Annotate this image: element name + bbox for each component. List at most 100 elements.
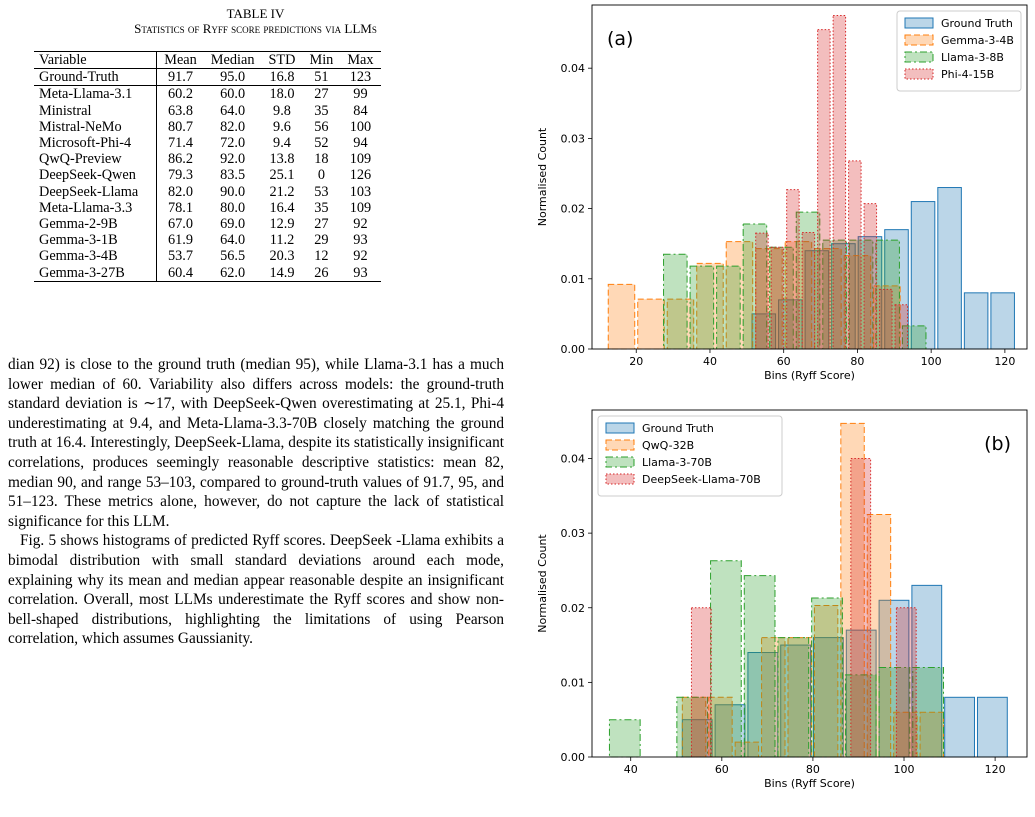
histogram-bar bbox=[879, 288, 893, 350]
value-cell: 91.7 bbox=[168, 69, 194, 86]
variable-cell: Gemma-2-9B bbox=[34, 216, 158, 233]
y-tick-label: 0.02 bbox=[561, 203, 586, 216]
variable-cell: Gemma-3-27B bbox=[34, 264, 158, 282]
histogram-bar bbox=[813, 605, 839, 758]
value-cell: 14.9 bbox=[269, 264, 295, 281]
value-cell: 79.3 bbox=[168, 167, 194, 184]
value-cell: 61.9 bbox=[168, 232, 194, 249]
legend-label: Ground Truth bbox=[642, 422, 714, 435]
panel-label: (a) bbox=[607, 28, 633, 50]
x-tick-label: 120 bbox=[994, 355, 1015, 368]
y-tick-label: 0.01 bbox=[561, 273, 586, 286]
value-cell: 56 bbox=[314, 118, 329, 135]
variable-cell: Meta-Llama-3.3 bbox=[34, 199, 158, 217]
table-row: Gemma-3-27B 60.4 62.0 14.9 26 93 bbox=[34, 264, 381, 282]
value-cell: 35 bbox=[314, 199, 329, 216]
legend-swatch bbox=[904, 17, 934, 29]
variable-cell: QwQ-Preview bbox=[34, 151, 158, 168]
legend-box bbox=[597, 415, 783, 497]
histogram-bar bbox=[770, 246, 785, 350]
legend-swatch bbox=[605, 456, 635, 468]
x-axis-label: Bins (Ryff Score) bbox=[764, 777, 855, 790]
histogram-bar bbox=[755, 232, 769, 350]
series-qwq-32b bbox=[681, 422, 945, 758]
histogram-bar bbox=[814, 248, 842, 350]
variable-cell: Ground-Truth bbox=[34, 68, 158, 86]
value-cell: 80.0 bbox=[220, 199, 246, 216]
histogram-bar bbox=[801, 231, 816, 350]
table-title: TABLE IV bbox=[226, 6, 285, 21]
value-cell: 99 bbox=[353, 86, 368, 103]
column-header: STD bbox=[268, 52, 296, 68]
table-body: Ground-Truth 91.7 95.0 16.8 51 123 Meta-Llama-… bbox=[34, 68, 381, 282]
column-header: Max bbox=[347, 52, 374, 68]
value-cell: 93 bbox=[353, 264, 368, 281]
histogram-bar bbox=[822, 239, 847, 350]
variable-cell: Microsoft-Phi-4 bbox=[34, 135, 158, 152]
table-subtitle: Statistics of Ryff score predictions via… bbox=[134, 21, 377, 36]
value-cell: 16.8 bbox=[269, 69, 295, 86]
histogram-bar bbox=[840, 422, 865, 758]
x-tick-label: 120 bbox=[985, 763, 1006, 776]
value-cell: 56.5 bbox=[220, 248, 246, 265]
value-cell: 123 bbox=[349, 69, 372, 86]
value-cell: 51 bbox=[314, 69, 329, 86]
histogram-bar bbox=[919, 711, 945, 758]
paragraph: Fig. 5 shows histograms of predicted Ryf… bbox=[8, 532, 504, 648]
table-row: Ministral 63.8 64.0 9.8 35 84 bbox=[34, 102, 381, 119]
value-cell: 92.0 bbox=[220, 151, 246, 168]
x-tick-label: 40 bbox=[703, 355, 717, 368]
plot-frame bbox=[591, 4, 1028, 350]
value-cell: 109 bbox=[349, 151, 372, 168]
value-cell: 109 bbox=[349, 199, 372, 216]
value-cell: 93 bbox=[353, 232, 368, 249]
histogram-bar bbox=[777, 637, 810, 758]
value-cell: 126 bbox=[349, 167, 372, 184]
value-cell: 13.8 bbox=[269, 151, 295, 168]
histogram-bar bbox=[873, 285, 901, 350]
value-cell: 11.2 bbox=[269, 232, 295, 249]
x-tick-label: 60 bbox=[715, 763, 729, 776]
value-cell: 60.2 bbox=[168, 86, 194, 103]
histogram-chart-b: 40 60 80 100 120 0.00 0.01 0.02 0.03 0.04 Bins (Ry… bbox=[536, 409, 1028, 790]
y-tick-label: 0.00 bbox=[561, 343, 586, 356]
legend-swatch bbox=[605, 473, 635, 485]
y-tick-label: 0.02 bbox=[561, 602, 586, 615]
value-cell: 60.0 bbox=[220, 86, 246, 103]
legend-label: QwQ-32B bbox=[642, 439, 694, 452]
legend-swatch bbox=[904, 51, 934, 63]
series-llama-3-70b bbox=[608, 560, 945, 758]
value-cell: 80.7 bbox=[168, 118, 194, 135]
histogram-bar bbox=[710, 560, 742, 758]
histogram-bar bbox=[894, 304, 909, 350]
y-tick-label: 0.00 bbox=[561, 751, 586, 764]
histogram-bar bbox=[893, 711, 918, 758]
column-header: Mean bbox=[164, 52, 197, 68]
histogram-bar bbox=[696, 262, 724, 350]
histogram-bar bbox=[690, 607, 712, 758]
histogram-bar bbox=[637, 298, 665, 350]
value-cell: 63.8 bbox=[168, 102, 194, 119]
column-header: Variable bbox=[34, 51, 158, 69]
legend-label: Llama-3-70B bbox=[642, 456, 712, 469]
histogram-bar bbox=[607, 283, 636, 350]
histogram-bar bbox=[944, 696, 975, 758]
legend-label: DeepSeek-Llama-70B bbox=[642, 473, 761, 486]
y-axis-label: Normalised Count bbox=[536, 534, 549, 633]
column-header: Median bbox=[210, 52, 255, 68]
y-tick-label: 0.03 bbox=[561, 132, 586, 145]
histogram-bar bbox=[878, 666, 911, 758]
table-row: Ground-Truth 91.7 95.0 16.8 51 123 bbox=[34, 68, 381, 86]
legend: Ground Truth QwQ-32B Llama-3-70B DeepSeek-L… bbox=[597, 415, 783, 497]
histogram-bar bbox=[963, 292, 989, 350]
x-tick-label: 80 bbox=[850, 355, 864, 368]
value-cell: 27 bbox=[314, 86, 329, 103]
value-cell: 16.4 bbox=[269, 199, 295, 216]
value-cell: 26 bbox=[314, 264, 329, 281]
histogram-bar bbox=[901, 325, 927, 350]
histogram-bar bbox=[714, 704, 746, 758]
legend-swatch bbox=[605, 422, 635, 434]
value-cell: 52 bbox=[314, 135, 329, 152]
histogram-chart-a: 20 40 60 80 100 120 0.00 0.01 0.02 0.03 0.04 Bins (… bbox=[536, 4, 1028, 382]
table-row: Meta-Llama-3.3 78.1 80.0 16.4 35 109 bbox=[34, 199, 381, 217]
